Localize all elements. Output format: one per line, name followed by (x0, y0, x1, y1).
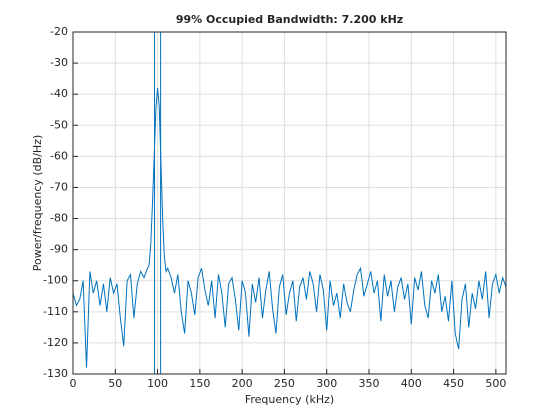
x-axis-label: Frequency (kHz) (245, 393, 334, 406)
x-tick-label: 400 (401, 377, 422, 390)
y-tick-label: -70 (50, 180, 68, 193)
y-tick-label: -40 (50, 87, 68, 100)
y-tick-label: -80 (50, 212, 68, 225)
y-tick-label: -90 (50, 243, 68, 256)
x-tick-label: 300 (316, 377, 337, 390)
x-tick-label: 200 (232, 377, 253, 390)
x-tick-label: 250 (274, 377, 295, 390)
y-tick-label: -60 (50, 149, 68, 162)
y-tick-label: -100 (43, 274, 68, 287)
x-tick-label: 50 (108, 377, 122, 390)
x-tick-label: 350 (358, 377, 379, 390)
x-tick-label: 0 (70, 377, 77, 390)
y-tick-label: -110 (43, 305, 68, 318)
x-tick-label: 450 (443, 377, 464, 390)
y-tick-label: -50 (50, 118, 68, 131)
plot-area (73, 32, 506, 374)
spectrum-line (72, 87, 507, 368)
axes-box (72, 31, 507, 375)
x-tick-label: 150 (189, 377, 210, 390)
chart-title: 99% Occupied Bandwidth: 7.200 kHz (176, 13, 403, 26)
y-tick-label: -30 (50, 56, 68, 69)
y-tick-label: -130 (43, 367, 68, 380)
y-axis-label: Power/frequency (dB/Hz) (31, 135, 44, 272)
y-tick-label: -20 (50, 25, 68, 38)
y-tick-label: -120 (43, 336, 68, 349)
x-tick-label: 500 (485, 377, 506, 390)
x-tick-label: 100 (147, 377, 168, 390)
